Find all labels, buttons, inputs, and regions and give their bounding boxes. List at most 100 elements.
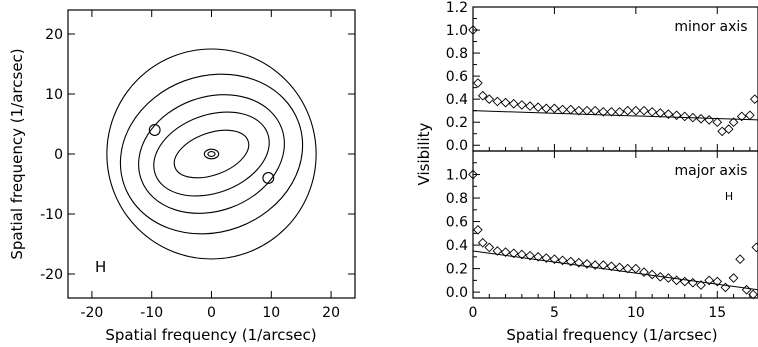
contour-axis-ticks: -20 -10 0 10 20 -20 -10 0 10 20	[40, 10, 355, 321]
visibility-y-tick-label: 0.6	[446, 215, 468, 231]
y-tick-label: -10	[40, 207, 63, 223]
contour-plot-frame	[67, 9, 356, 299]
visibility-x-tick-label: 10	[627, 305, 645, 321]
visibility-y-tick-label: 0.8	[446, 46, 468, 62]
visibility-point	[631, 105, 641, 116]
visibility-point	[500, 97, 511, 108]
visibility-point	[723, 124, 734, 134]
x-tick-label: -10	[140, 305, 163, 321]
visibility-y-tick-label: 0.4	[446, 92, 468, 108]
visibility-point	[735, 254, 745, 265]
visibility-axis-ticks: 0.0 0.2 0.4 0.6 0.8 1.0 1.2 0.0 0.2 0.4 0.6 0.8 1.0 0…	[446, 0, 751, 321]
visibility-y-tick-label: 0.4	[446, 238, 468, 254]
visibility-point	[541, 103, 552, 114]
visibility-point	[614, 262, 625, 273]
x-tick-label: 10	[262, 305, 280, 321]
x-tick-label: 20	[322, 305, 340, 321]
visibility-x-tick-label: 5	[550, 305, 559, 321]
visibility-point	[549, 103, 560, 114]
visibility-point	[590, 260, 600, 270]
visibility-point	[688, 277, 698, 288]
visibility-point	[525, 250, 535, 261]
visibility-y-tick-label: 0.0	[446, 138, 468, 154]
visibility-point	[541, 253, 552, 263]
contour-panel: -20 -10 0 10 20 -20 -10 0 10 20 H Spatial frequen…	[8, 9, 356, 344]
contour-line	[106, 48, 317, 260]
visibility-point	[736, 111, 747, 122]
visibility-point	[720, 282, 731, 293]
visibility-x-tick-label: 0	[469, 305, 478, 321]
visibility-y-tick-label: 0.8	[446, 191, 468, 207]
visibility-point	[614, 106, 625, 117]
major-axis-points	[468, 169, 758, 300]
visibility-y-tick-label: 1.2	[446, 0, 468, 16]
visibility-point	[508, 248, 519, 259]
visibility-point	[688, 112, 698, 123]
visibility-point	[606, 106, 617, 117]
visibility-panels: 0.0 0.2 0.4 0.6 0.8 1.0 1.2 0.0 0.2 0.4 0.6 0.8 1.0 0…	[415, 0, 758, 344]
contour-line	[203, 148, 220, 160]
contour-line	[148, 124, 161, 136]
visibility-point	[663, 273, 674, 283]
visibility-point	[574, 105, 584, 116]
y-tick-label: 0	[54, 147, 63, 163]
visibility-point	[647, 106, 657, 117]
visibility-point	[671, 275, 682, 286]
visibility-point	[655, 108, 666, 118]
visibility-point	[549, 254, 560, 265]
contour-line	[138, 94, 285, 214]
visibility-point	[728, 273, 739, 283]
visibility-point	[508, 98, 519, 109]
visibility-point	[484, 94, 495, 104]
visibility-point	[525, 101, 535, 111]
band-label: H	[95, 258, 106, 276]
visibility-point	[557, 104, 568, 115]
visibility-point	[622, 105, 633, 116]
visibility-point	[631, 263, 641, 274]
contour-lines	[106, 48, 317, 260]
contour-line	[207, 151, 216, 157]
visibility-point	[671, 110, 682, 121]
visibility-point	[606, 261, 617, 272]
visibility-point	[517, 249, 527, 260]
visibility-point	[679, 111, 690, 122]
visibility-point	[598, 260, 609, 270]
visibility-point	[745, 110, 755, 121]
visibility-point	[477, 237, 488, 248]
visibility-point	[712, 117, 723, 128]
visibility-y-tick-label: 0.2	[446, 115, 468, 131]
y-tick-label: -20	[40, 267, 63, 283]
visibility-point	[741, 284, 752, 295]
visibility-point	[590, 105, 600, 116]
visibility-y-axis-label: Visibility	[415, 122, 433, 185]
x-tick-label: -20	[80, 305, 103, 321]
visibility-point	[679, 276, 690, 287]
visibility-point	[565, 256, 576, 267]
visibility-point	[696, 280, 706, 290]
visibility-point	[557, 255, 568, 266]
visibility-point	[622, 263, 633, 274]
visibility-point	[728, 117, 739, 128]
visibility-y-tick-label: 1.0	[446, 168, 468, 184]
visibility-x-tick-label: 15	[708, 305, 726, 321]
major-axis-title: major axis	[675, 163, 748, 179]
visibility-point	[473, 224, 483, 235]
visibility-point	[696, 113, 706, 124]
minor-axis-title: minor axis	[674, 19, 747, 35]
visibility-point	[704, 115, 714, 125]
visibility-point	[517, 100, 527, 110]
visibility-point	[639, 267, 649, 277]
visibility-point	[582, 105, 592, 116]
visibility-y-tick-label: 0.2	[446, 262, 468, 278]
visibility-point	[492, 246, 503, 256]
visibility-point	[565, 104, 576, 115]
visibility-point	[598, 106, 609, 117]
fit-line	[472, 110, 758, 121]
visibility-point	[655, 271, 666, 282]
visibility-y-tick-label: 0.0	[446, 285, 468, 301]
visibility-point	[533, 252, 543, 262]
y-tick-label: 20	[45, 27, 63, 43]
visibility-point	[477, 90, 488, 101]
visibility-point	[533, 102, 543, 113]
